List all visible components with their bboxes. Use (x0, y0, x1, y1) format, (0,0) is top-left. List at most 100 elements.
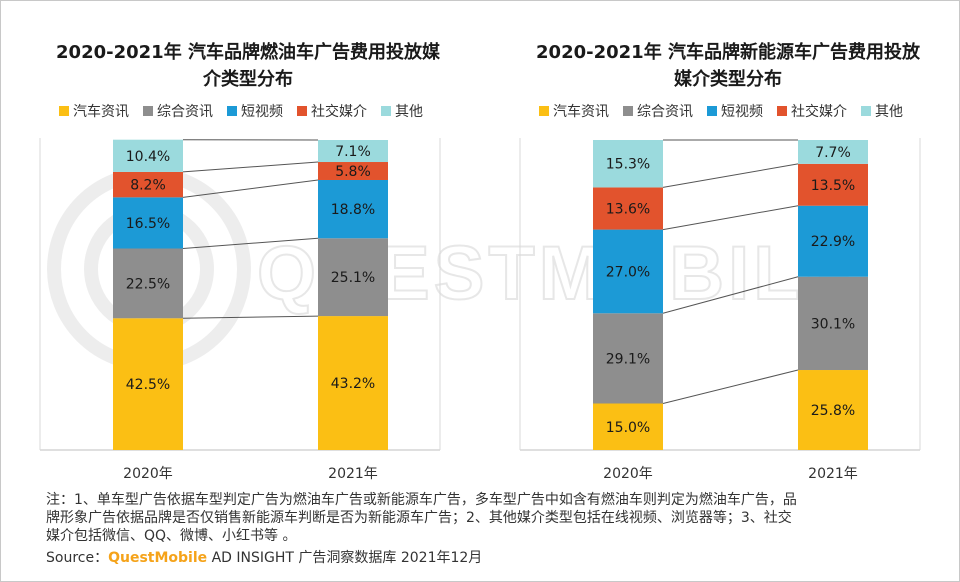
bar-segment-series-3 (798, 163, 868, 206)
legend-swatch (861, 106, 871, 116)
bar-segment-series-0 (318, 316, 388, 450)
source-suffix: AD INSIGHT 广告洞察数据库 2021年12月 (207, 550, 483, 566)
x-tick-label: 2021年 (808, 466, 858, 482)
bar-value-label: 42.5% (126, 377, 170, 393)
bar-value-label: 7.7% (815, 145, 851, 161)
bar-segment-series-1 (798, 276, 868, 371)
connector-line (662, 163, 799, 188)
bar-value-label: 27.0% (606, 264, 650, 280)
bar-value-label: 5.8% (335, 164, 371, 180)
connector-line (182, 179, 319, 198)
bar-value-label: 30.1% (811, 316, 855, 332)
footnote-line-3: 媒介包括微信、QQ、微博、小红书等 。 (46, 528, 297, 544)
footnote-line-2: 牌形象广告依据品牌是否仅销售新能源车判断是否为新能源车广告；2、其他媒介类型包括… (46, 510, 792, 526)
legend-swatch (227, 106, 237, 116)
source-line: Source：QuestMobile AD INSIGHT 广告洞察数据库 20… (46, 547, 482, 567)
legend-item-3: 短视频 (707, 104, 763, 120)
connector-line (662, 205, 799, 231)
x-tick-label: 2021年 (328, 466, 378, 482)
bar-value-label: 29.1% (606, 351, 650, 367)
bar-value-label: 25.8% (811, 403, 855, 419)
bar-value-label: 13.5% (811, 178, 855, 194)
bar-segment-series-1 (593, 313, 663, 404)
bar-value-label: 10.4% (126, 149, 170, 165)
bar-value-label: 8.2% (130, 178, 166, 194)
chart-title-line-2: 媒介类型分布 (674, 68, 782, 90)
x-tick-label: 2020年 (603, 466, 653, 482)
source-prefix: Source： (46, 550, 109, 566)
legend-swatch (539, 106, 549, 116)
bar-stack-2: 43.2% 25.1% 18.8% 5.8% 7.1% (318, 140, 388, 450)
bar-value-label: 7.1% (335, 144, 371, 160)
legend-item-3: 短视频 (227, 104, 283, 120)
bar-segment-series-3 (318, 162, 388, 180)
bar-value-label: 22.9% (811, 234, 855, 250)
bar-segment-series-1 (113, 248, 183, 319)
legend-label: 短视频 (721, 104, 763, 120)
legend-item-1: 汽车资讯 (59, 103, 129, 120)
bar-segment-series-3 (113, 171, 183, 198)
legend-label: 其他 (395, 104, 423, 120)
legend-swatch (623, 106, 633, 116)
legend-item-1: 汽车资讯 (539, 103, 609, 120)
connector-line (182, 315, 319, 319)
legend-item-2: 综合资讯 (623, 104, 693, 120)
bar-segment-series-2 (318, 179, 388, 239)
legend-label: 社交媒介 (311, 103, 367, 120)
bar-value-label: 22.5% (126, 276, 170, 292)
bar-segment-series-3 (593, 187, 663, 230)
chart-title-line-2: 介类型分布 (202, 68, 293, 90)
bar-segment-series-4 (593, 140, 663, 188)
legend-swatch (777, 106, 787, 116)
bar-segment-series-2 (798, 205, 868, 277)
legend-label: 汽车资讯 (73, 103, 129, 120)
legend-item-5: 其他 (861, 104, 903, 120)
bar-value-label: 16.5% (126, 216, 170, 232)
bar-value-label: 15.0% (606, 420, 650, 436)
connector-line (182, 237, 319, 249)
bar-segment-series-2 (593, 229, 663, 314)
connector-lines (182, 139, 319, 319)
legend-swatch (297, 106, 307, 116)
legend-swatch (707, 106, 717, 116)
footnote-line-1: 注：1、单车型广告依据车型判定广告为燃油车广告或新能源车广告，多车型广告中如含有… (46, 492, 797, 508)
legend-label: 综合资讯 (637, 104, 693, 120)
legend-item-4: 社交媒介 (777, 103, 847, 120)
legend-item-2: 综合资讯 (143, 104, 213, 120)
bar-stack-2: 25.8% 30.1% 22.9% 13.5% 7.7% (798, 140, 868, 450)
bar-segment-series-2 (113, 197, 183, 249)
bar-value-label: 13.6% (606, 202, 650, 218)
connector-line (662, 276, 799, 314)
footnotes: 注：1、单车型广告依据车型判定广告为燃油车广告或新能源车广告，多车型广告中如含有… (46, 491, 916, 545)
bar-segment-series-1 (318, 238, 388, 317)
bar-segment-series-4 (798, 140, 868, 164)
legend-label: 社交媒介 (791, 103, 847, 120)
x-tick-label: 2020年 (123, 466, 173, 482)
legend-item-4: 社交媒介 (297, 103, 367, 120)
legend-label: 汽车资讯 (553, 103, 609, 120)
bar-stack-1: 15.0% 29.1% 27.0% 13.6% 15.3% (593, 140, 663, 450)
connector-line (182, 161, 319, 173)
chart-title-line-1: 2020-2021年 汽车品牌燃油车广告费用投放媒 (56, 41, 441, 63)
bar-value-label: 18.8% (331, 202, 375, 218)
legend-label: 短视频 (241, 104, 283, 120)
bar-segment-series-0 (593, 403, 663, 450)
legend-swatch (143, 106, 153, 116)
legend-label: 其他 (875, 104, 903, 120)
legend-label: 综合资讯 (157, 104, 213, 120)
legend-swatch (381, 106, 391, 116)
bar-value-label: 15.3% (606, 157, 650, 173)
legend-item-5: 其他 (381, 104, 423, 120)
source-brand: QuestMobile (108, 550, 208, 566)
chart-title-line-1: 2020-2021年 汽车品牌新能源车广告费用投放 (536, 41, 921, 63)
bar-value-label: 43.2% (331, 376, 375, 392)
bar-stack-1: 42.5% 22.5% 16.5% 8.2% 10.4% (113, 139, 183, 450)
legend-swatch (59, 106, 69, 116)
connector-lines (662, 139, 799, 404)
bar-value-label: 25.1% (331, 270, 375, 286)
bar-segment-series-4 (113, 139, 183, 172)
bar-segment-series-0 (113, 318, 183, 450)
bar-segment-series-0 (798, 370, 868, 450)
